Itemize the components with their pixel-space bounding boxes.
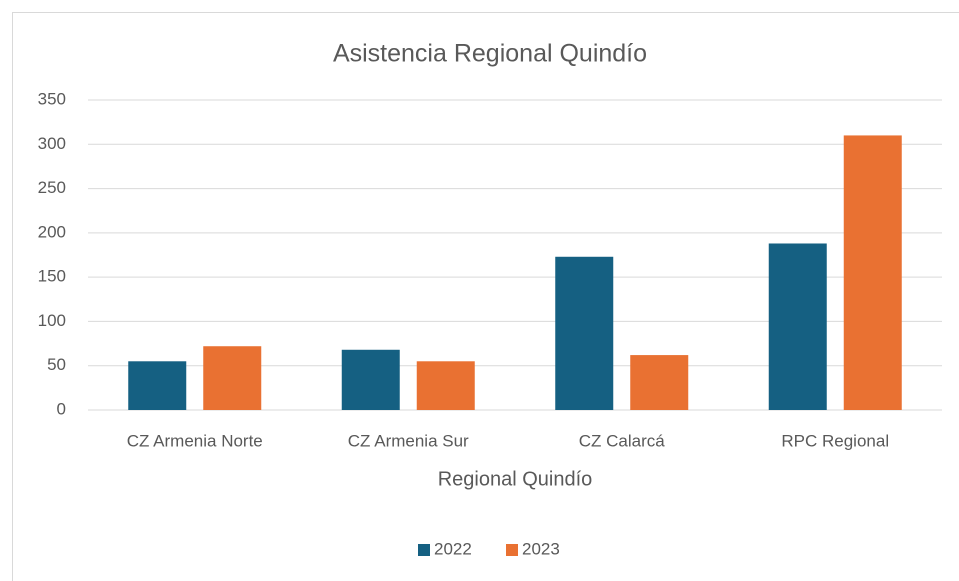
x-tick-label: RPC Regional bbox=[781, 431, 889, 450]
bar bbox=[416, 361, 475, 410]
bar bbox=[843, 135, 902, 410]
legend-swatch bbox=[506, 544, 518, 556]
x-tick-label: CZ Armenia Sur bbox=[348, 431, 469, 450]
bar bbox=[768, 243, 827, 410]
bar bbox=[341, 349, 400, 410]
y-tick-label: 100 bbox=[38, 311, 66, 330]
y-tick-label: 350 bbox=[38, 89, 66, 108]
x-tick-label: CZ Calarcá bbox=[579, 431, 666, 450]
bar bbox=[630, 355, 689, 410]
bar bbox=[555, 256, 614, 410]
x-axis-title: Regional Quindío bbox=[438, 468, 593, 490]
legend-label: 2022 bbox=[434, 539, 472, 558]
y-tick-label: 200 bbox=[38, 222, 66, 241]
chart-title: Asistencia Regional Quindío bbox=[333, 40, 647, 68]
legend-swatch bbox=[418, 544, 430, 556]
y-tick-label: 0 bbox=[57, 399, 66, 418]
y-tick-label: 250 bbox=[38, 178, 66, 197]
bar bbox=[128, 361, 187, 410]
x-tick-label: CZ Armenia Norte bbox=[127, 431, 263, 450]
y-tick-label: 50 bbox=[47, 355, 66, 374]
legend-label: 2023 bbox=[522, 539, 560, 558]
y-tick-label: 300 bbox=[38, 134, 66, 153]
y-tick-label: 150 bbox=[38, 267, 66, 286]
bar bbox=[203, 346, 262, 410]
